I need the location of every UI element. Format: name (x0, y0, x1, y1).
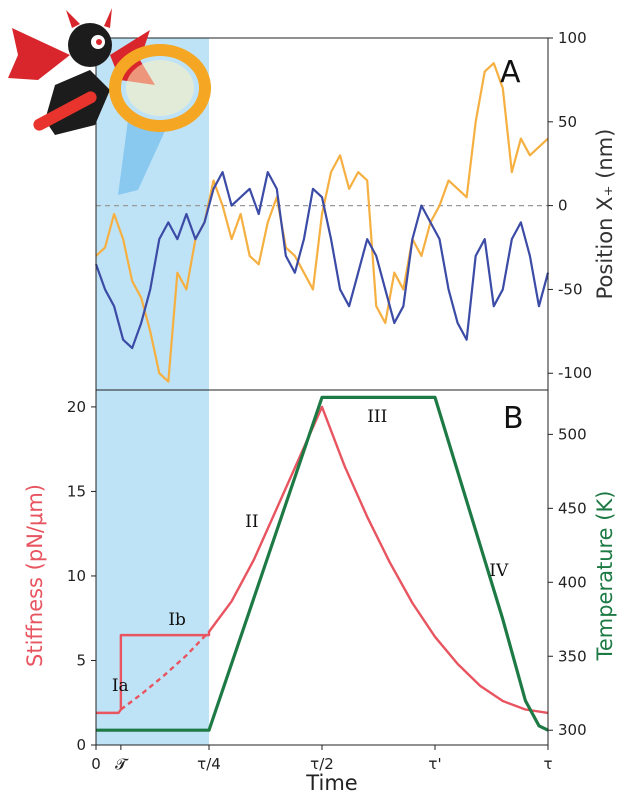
time-axis-title: Time (305, 771, 357, 795)
series-layer (94, 62, 550, 732)
position-tick-label: 100 (558, 29, 587, 47)
time-tick-label: 0 (91, 755, 101, 773)
region-label: Ia (112, 676, 129, 696)
stiffness-tick-label: 0 (76, 736, 86, 754)
time-tick-label: τ (543, 755, 552, 773)
time-tick-label: τ/2 (310, 755, 334, 773)
position-series-blue (94, 170, 550, 350)
devil-with-magnifying-glass-icon (8, 8, 211, 195)
temperature-tick-label: 500 (558, 425, 587, 443)
time-tick-label: τ' (428, 755, 441, 773)
panel-a-letter: A (500, 55, 521, 90)
region-label: IV (489, 561, 509, 581)
time-tick-label: 𝓣 (115, 755, 129, 773)
stiffness-series-dashed (120, 630, 210, 711)
time-tick-label: τ/4 (197, 755, 221, 773)
temperature-tick-label: 400 (558, 573, 587, 591)
temperature-tick-label: 300 (558, 721, 587, 739)
temperature-tick-label: 350 (558, 647, 587, 665)
region-label: III (367, 407, 387, 427)
position-tick-label: -100 (558, 364, 592, 382)
position-axis-title: Position X₊ (nm) (593, 129, 617, 300)
position-tick-label: 0 (558, 197, 568, 215)
stiffness-series-solid (96, 405, 549, 715)
position-tick-label: 50 (558, 113, 577, 131)
stiffness-tick-label: 15 (67, 482, 86, 500)
stiffness-axis-title: Stiffness (pN/μm) (23, 484, 47, 667)
stiffness-tick-label: 10 (67, 567, 86, 585)
position-series-orange (95, 62, 549, 383)
panel-b-letter: B (503, 401, 524, 436)
region-label: Ib (168, 610, 186, 630)
temperature-axis-title: Temperature (K) (593, 491, 617, 662)
stiffness-tick-label: 20 (67, 398, 86, 416)
temperature-series-solid (96, 395, 549, 732)
position-tick-label: -50 (558, 280, 583, 298)
temperature-tick-label: 450 (558, 499, 587, 517)
stiffness-tick-label: 5 (76, 651, 86, 669)
region-label: II (245, 512, 258, 532)
